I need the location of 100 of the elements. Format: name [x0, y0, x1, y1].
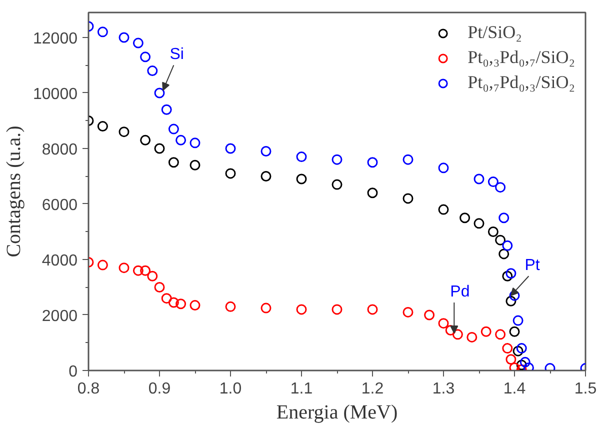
x-tick-label: 1.2: [361, 380, 384, 398]
point: [147, 66, 158, 76]
x-tick-label: 1.3: [432, 380, 455, 398]
y-tick-label: 4000: [42, 252, 78, 270]
annotation: Si: [170, 46, 184, 64]
point: [168, 297, 179, 308]
point: [502, 240, 513, 251]
legend-label: Pt/SiO₂: [468, 22, 522, 43]
point: [488, 176, 498, 188]
point: [509, 326, 520, 337]
point: [445, 325, 456, 336]
point: [97, 121, 108, 132]
point: [495, 234, 506, 246]
point: [161, 293, 172, 304]
point: [118, 126, 130, 138]
point: [332, 154, 342, 165]
point: [498, 248, 510, 260]
point: [520, 356, 530, 368]
point: [402, 154, 414, 165]
point: [168, 157, 179, 168]
point: [225, 143, 236, 154]
point: [402, 193, 414, 204]
point: [480, 326, 492, 337]
annotation: Pd: [450, 284, 470, 301]
y-tick-label: 10000: [33, 86, 78, 103]
point: [225, 301, 236, 312]
point: [190, 300, 200, 311]
x-tick-label: 1.5: [574, 380, 597, 398]
legend-label: Pt₀,₃Pd₀,₇/SiO₂: [468, 47, 575, 68]
point: [332, 304, 342, 315]
point: [367, 157, 378, 168]
point: [161, 104, 172, 115]
y-tick-label: 0: [68, 364, 78, 380]
point: [495, 329, 506, 340]
point: [296, 174, 307, 184]
point: [190, 160, 200, 170]
point: [460, 212, 470, 224]
y-tick-label: 8000: [42, 141, 78, 158]
point: [260, 146, 272, 156]
point: [438, 318, 449, 329]
point: [260, 302, 272, 314]
point: [523, 362, 534, 370]
point: [140, 134, 151, 146]
point: [132, 38, 144, 48]
point: [225, 168, 236, 179]
point: [509, 290, 520, 301]
point: [474, 218, 484, 229]
point: [367, 304, 378, 315]
point: [296, 304, 307, 315]
point: [502, 343, 513, 354]
point: [97, 260, 108, 270]
point: [506, 354, 516, 365]
point: [402, 306, 414, 318]
point: [512, 315, 524, 326]
point: [506, 268, 516, 279]
point: [147, 270, 158, 282]
point: [118, 32, 130, 43]
point: [118, 262, 130, 274]
x-tick-label: 0.8: [77, 380, 100, 398]
point: [506, 296, 516, 306]
point: [154, 143, 165, 154]
point: [140, 52, 151, 62]
point: [140, 265, 151, 276]
point: [260, 170, 272, 182]
y-tick-label: 2000: [42, 308, 78, 325]
point: [332, 179, 342, 190]
point: [509, 362, 520, 370]
point: [516, 360, 527, 370]
y-tick-label: 12000: [33, 30, 78, 48]
point: [438, 204, 449, 215]
point: [190, 138, 200, 148]
point: [488, 226, 498, 237]
point: [367, 188, 378, 198]
x-axis-title: Energia (MeV): [276, 402, 398, 424]
point: [97, 26, 108, 38]
point: [474, 174, 484, 184]
point: [502, 270, 513, 282]
point: [296, 152, 307, 162]
x-tick-label: 1.4: [503, 380, 526, 398]
point: [495, 182, 506, 193]
point: [168, 124, 179, 134]
point: [132, 265, 144, 276]
y-tick-label: 6000: [42, 196, 78, 214]
point: [438, 162, 449, 174]
point: [154, 282, 165, 292]
point: [452, 329, 463, 340]
point: [512, 346, 524, 356]
point: [498, 212, 510, 224]
point: [424, 310, 435, 320]
point: [466, 332, 478, 342]
x-tick-label: 1.0: [219, 380, 242, 398]
legend-label: Pt₀,₇Pd₀,₃/SiO₂: [468, 72, 575, 93]
x-tick-label: 0.9: [148, 380, 171, 398]
point: [176, 298, 186, 310]
y-axis-title: Contagens (u.a.): [3, 126, 26, 258]
x-tick-label: 1.1: [290, 380, 313, 398]
point: [154, 88, 165, 98]
annotation: Pt: [524, 257, 540, 274]
point: [176, 134, 186, 146]
point: [516, 343, 527, 354]
